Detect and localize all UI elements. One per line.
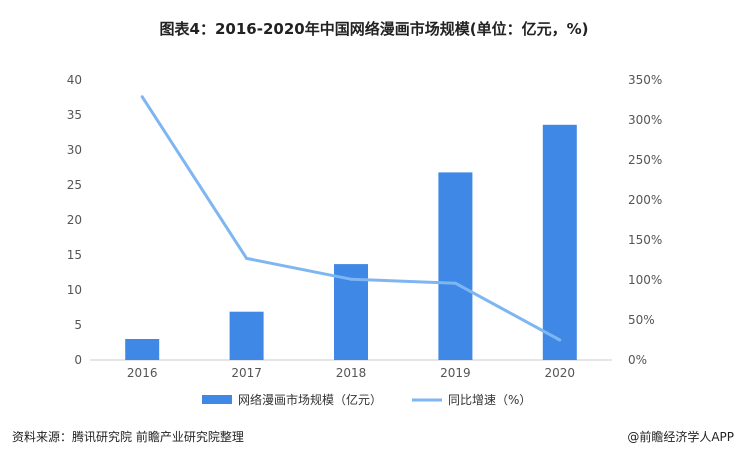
bar	[542, 124, 577, 360]
bar	[229, 311, 264, 360]
line-point	[140, 95, 144, 99]
bar	[125, 339, 160, 360]
y-left-tick-label: 25	[67, 178, 82, 192]
legend-bar-swatch	[202, 395, 232, 404]
y-left-tick-label: 35	[67, 108, 82, 122]
y-right-tick-label: 200%	[628, 193, 662, 207]
x-tick-label: 2020	[545, 366, 576, 380]
line-point	[245, 256, 249, 260]
y-right-tick-label: 50%	[628, 313, 655, 327]
credit-note: @前瞻经济学人APP	[627, 430, 734, 444]
x-tick-label: 2017	[231, 366, 262, 380]
chart-title: 图表4：2016-2020年中国网络漫画市场规模(单位：亿元，%)	[159, 20, 589, 38]
y-left-tick-label: 30	[67, 143, 82, 157]
y-right-tick-label: 100%	[628, 273, 662, 287]
y-right-tick-label: 0%	[628, 353, 647, 367]
x-tick-label: 2019	[440, 366, 471, 380]
line-point	[349, 277, 353, 281]
line-point	[558, 338, 562, 342]
x-tick-label: 2018	[336, 366, 367, 380]
y-left-tick-label: 40	[67, 73, 82, 87]
line-point	[453, 281, 457, 285]
bar	[438, 172, 473, 360]
source-note: 资料来源：腾讯研究院 前瞻产业研究院整理	[12, 430, 244, 444]
y-right-tick-label: 250%	[628, 153, 662, 167]
x-tick-label: 2016	[127, 366, 158, 380]
y-left-tick-label: 0	[74, 353, 82, 367]
y-left-tick-label: 20	[67, 213, 82, 227]
y-left-tick-label: 15	[67, 248, 82, 262]
y-left-tick-label: 5	[74, 318, 82, 332]
legend-bar-label: 网络漫画市场规模（亿元）	[238, 392, 382, 407]
y-left-tick-label: 10	[67, 283, 82, 297]
legend-line-label: 同比增速（%）	[448, 393, 531, 407]
y-right-tick-label: 300%	[628, 113, 662, 127]
y-right-tick-label: 350%	[628, 73, 662, 87]
y-right-tick-label: 150%	[628, 233, 662, 247]
